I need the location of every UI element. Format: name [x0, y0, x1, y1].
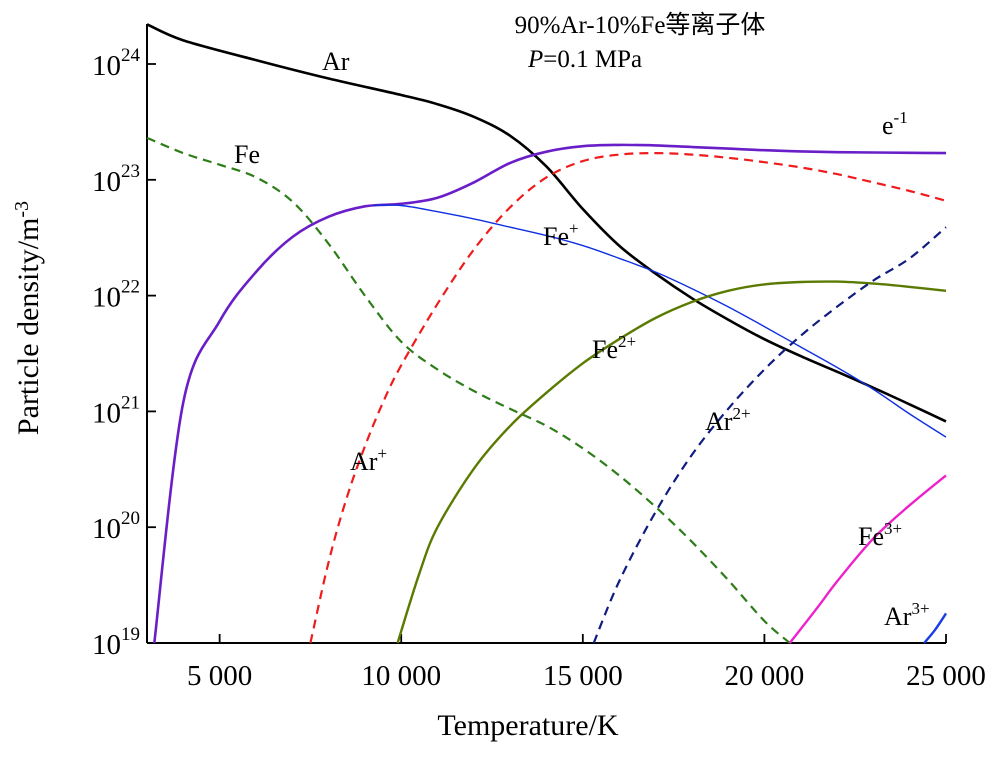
y-axis-label: Particle density/m-3: [11, 201, 45, 435]
series-line-fe2-: [396, 280, 947, 644]
series-line-ar2-: [592, 226, 947, 644]
chart-subtitle: P=0.1 MPa: [527, 46, 642, 73]
series-line-ar: [146, 23, 947, 423]
series-line-fe: [146, 136, 791, 644]
x-tick-label: 5 000: [187, 660, 252, 692]
curve-label-fe: Fe: [234, 140, 260, 169]
y-tick-label: 1024: [92, 45, 141, 82]
series-line-fe-: [372, 204, 947, 438]
series-line-e-1: [153, 143, 947, 644]
x-axis-ticks: 5 000 10 000 15 000 20 000 25 000: [187, 634, 986, 692]
x-tick-label: 25 000: [906, 660, 986, 692]
curve-label-fe2-: Fe2+: [592, 332, 636, 364]
plot-area-border: [146, 24, 946, 644]
chart-title: 90%Ar-10%Fe等离子体: [515, 11, 766, 39]
y-tick-label: 1023: [92, 161, 140, 198]
series-line-fe3-: [788, 474, 947, 644]
x-axis-label: Temperature/K: [437, 709, 618, 742]
curve-label-ar2-: Ar2+: [705, 404, 751, 436]
curve-label-fe3-: Fe3+: [858, 519, 902, 551]
curve-label-ar3-: Ar3+: [884, 599, 930, 631]
curve-labels: Ar e-1 Fe Fe+ Ar+ Fe2+ Ar2+ Fe3+ Ar3+: [234, 47, 930, 631]
y-tick-label: 1019: [92, 624, 140, 661]
x-tick-label: 10 000: [361, 660, 441, 692]
y-tick-label: 1022: [92, 277, 140, 314]
curve-label-fe-: Fe+: [543, 219, 579, 251]
series-line-ar3-: [923, 612, 948, 644]
series-line-ar-: [309, 152, 947, 644]
y-tick-label: 1020: [92, 508, 140, 545]
curve-label-e-1: e-1: [882, 108, 908, 140]
curves: [146, 23, 948, 644]
curve-label-ar-: Ar+: [350, 444, 387, 476]
x-tick-label: 15 000: [543, 660, 623, 692]
x-tick-label: 20 000: [725, 660, 805, 692]
y-tick-label: 1021: [92, 392, 140, 429]
curve-label-ar: Ar: [322, 47, 350, 76]
